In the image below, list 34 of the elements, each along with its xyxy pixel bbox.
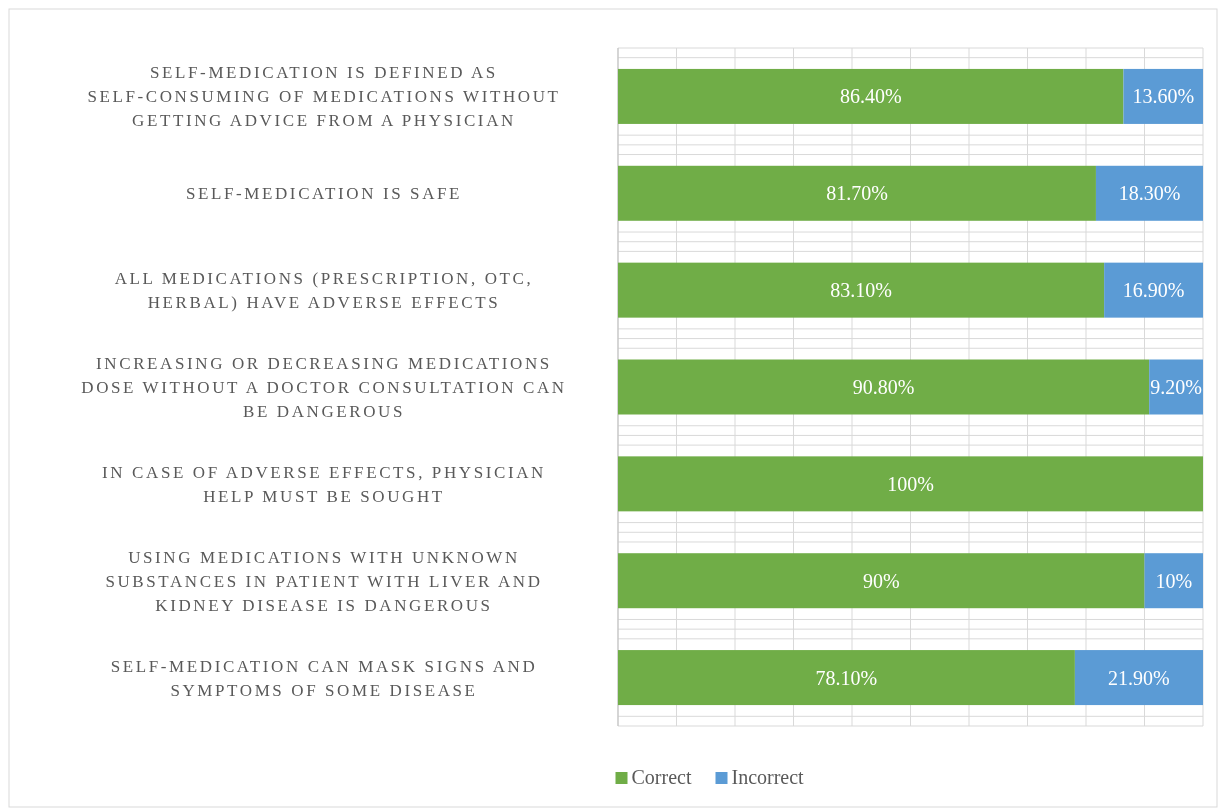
bar xyxy=(1123,68,1203,124)
data-label: 13.60% xyxy=(1132,85,1195,108)
data-label: 9.20% xyxy=(1150,376,1202,398)
bar xyxy=(1074,650,1204,706)
legend-label: Incorrect xyxy=(731,766,805,788)
data-label: 90.80% xyxy=(852,376,915,398)
data-label: 16.90% xyxy=(1122,279,1185,302)
data-label: 18.30% xyxy=(1118,182,1181,205)
data-label: 100% xyxy=(887,472,934,495)
data-label: 90% xyxy=(862,569,900,592)
y-tick-label: SELF-MEDICATION IS DEFINED AS SELF-CONSUMING OF MEDICATIONS WITHOUT GETTING ADVICE FROM A PHYSICIAN xyxy=(87,63,561,131)
bar xyxy=(1104,262,1204,318)
bar xyxy=(618,650,1075,706)
legend-label: Correct xyxy=(631,766,692,788)
y-tick-label: INCREASING OR DECREASING MEDICATIONS DOSE WITHOUT A DOCTOR CONSULTATION CAN BE DANGEROUS xyxy=(81,353,567,421)
bar xyxy=(1144,553,1203,609)
data-label: 78.10% xyxy=(815,666,878,689)
data-label: 10% xyxy=(1155,569,1193,592)
y-tick-label: USING MEDICATIONS WITH UNKNOWN SUBSTANCES IN PATIENT WITH LIVER AND KIDNEY DISEASE IS DANGEROUS xyxy=(105,547,543,615)
bar xyxy=(618,165,1096,221)
bar xyxy=(618,359,1150,415)
bar xyxy=(618,262,1105,318)
y-tick-label: IN CASE OF ADVERSE EFFECTS, PHYSICIAN HELP MUST BE SOUGHT xyxy=(102,462,546,506)
data-label: 21.90% xyxy=(1108,666,1170,689)
y-tick-label: SELF-MEDICATION CAN MASK SIGNS AND SYMPTOMS OF SOME DISEASE xyxy=(110,656,538,700)
data-label: 83.10% xyxy=(830,279,892,302)
y-tick-label: SELF-MEDICATION IS SAFE xyxy=(185,184,463,204)
y-tick-label: ALL MEDICATIONS (PRESCRIPTION, OTC, HERBAL) HAVE ADVERSE EFFECTS xyxy=(114,269,534,313)
data-label: 86.40% xyxy=(839,85,902,108)
bar xyxy=(618,456,1203,512)
bar xyxy=(618,553,1145,609)
bar xyxy=(1095,165,1203,221)
bar xyxy=(618,68,1124,124)
data-label: 81.70% xyxy=(826,182,888,205)
